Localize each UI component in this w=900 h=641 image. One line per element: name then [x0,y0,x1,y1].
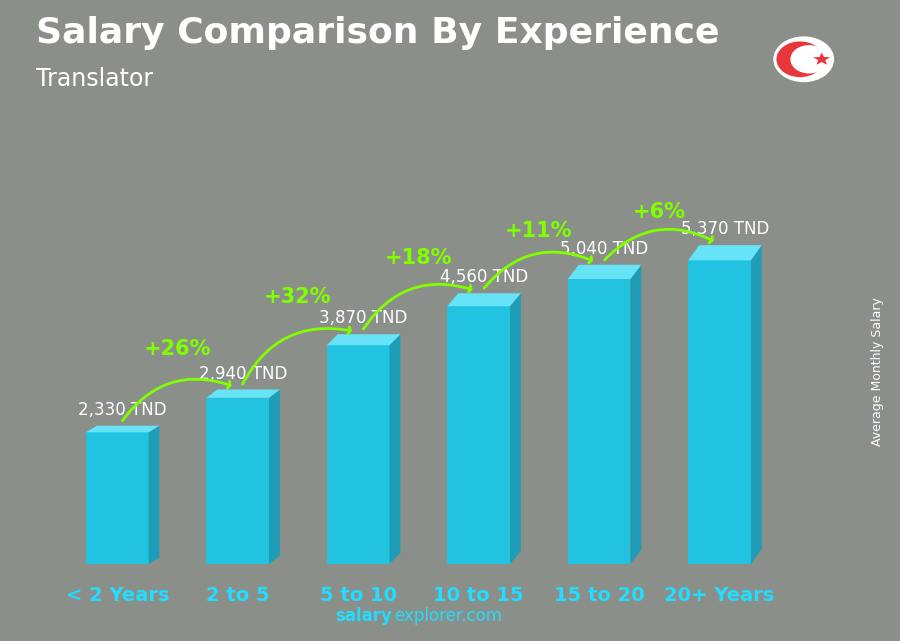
Text: 4,560 TND: 4,560 TND [440,269,528,287]
Polygon shape [510,294,521,564]
Text: 2,940 TND: 2,940 TND [199,365,287,383]
Text: +11%: +11% [505,221,572,240]
Polygon shape [688,260,751,564]
Polygon shape [206,390,280,398]
Circle shape [774,37,833,81]
Text: +32%: +32% [265,287,332,307]
Text: explorer.com: explorer.com [394,607,502,625]
Text: 5,040 TND: 5,040 TND [561,240,649,258]
Text: 2,330 TND: 2,330 TND [78,401,167,419]
Text: salary: salary [335,607,392,625]
Text: 3,870 TND: 3,870 TND [320,310,408,328]
Polygon shape [269,390,280,564]
Polygon shape [86,432,148,564]
Circle shape [791,46,827,73]
Polygon shape [568,279,630,564]
Polygon shape [813,53,831,65]
Polygon shape [751,245,761,564]
Polygon shape [447,306,510,564]
Text: Translator: Translator [36,67,153,91]
Polygon shape [447,294,521,306]
Text: Average Monthly Salary: Average Monthly Salary [871,297,884,446]
Text: 10 to 15: 10 to 15 [433,586,524,604]
Polygon shape [148,426,159,564]
Polygon shape [568,265,642,279]
Polygon shape [630,265,642,564]
Text: 5 to 10: 5 to 10 [320,586,397,604]
Text: 5,370 TND: 5,370 TND [680,221,770,238]
Polygon shape [327,345,390,564]
Polygon shape [390,334,400,564]
Text: 20+ Years: 20+ Years [664,586,775,604]
Text: 2 to 5: 2 to 5 [206,586,270,604]
Text: +26%: +26% [144,339,212,360]
Text: +18%: +18% [384,247,452,268]
Polygon shape [688,245,761,260]
Text: < 2 Years: < 2 Years [66,586,169,604]
Circle shape [777,42,823,76]
Text: Salary Comparison By Experience: Salary Comparison By Experience [36,16,719,50]
Polygon shape [206,398,269,564]
Polygon shape [327,334,400,345]
Text: +6%: +6% [633,202,686,222]
Polygon shape [86,426,159,432]
Text: 15 to 20: 15 to 20 [554,586,644,604]
